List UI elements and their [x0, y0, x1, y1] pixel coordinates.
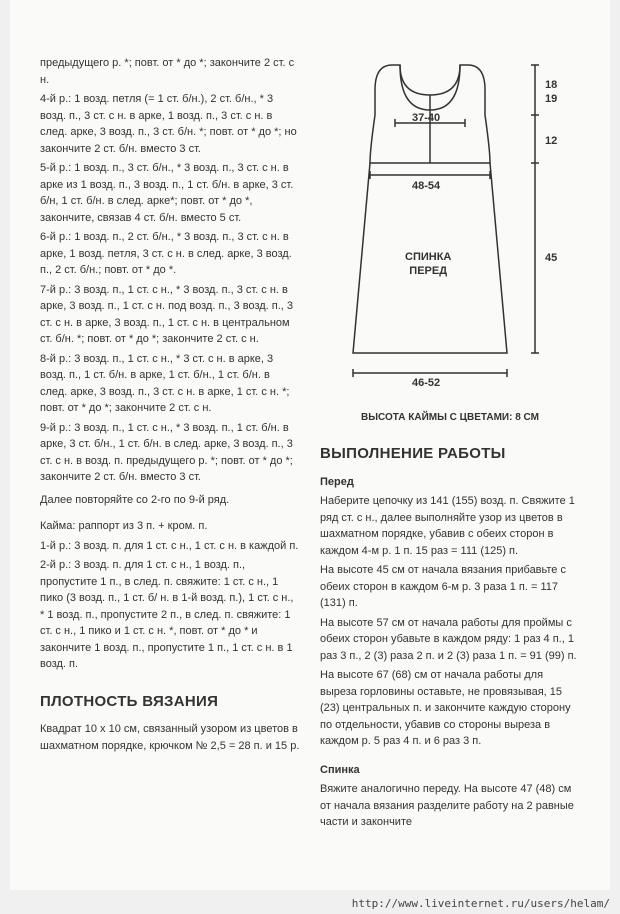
density-heading: ПЛОТНОСТЬ ВЯЗАНИЯ [40, 691, 300, 714]
para: предыдущего р. *; повт. от * до *; закон… [40, 55, 300, 88]
diagram-caption: ВЫСОТА КАЙМЫ С ЦВЕТАМИ: 8 СМ [320, 410, 580, 425]
para: Наберите цепочку из 141 (155) возд. п. С… [320, 493, 580, 559]
para: 1-й р.: 3 возд. п. для 1 ст. с н., 1 ст.… [40, 538, 300, 555]
para: Кайма: раппорт из 3 п. + кром. п. [40, 518, 300, 535]
para: На высоте 67 (68) см от начала работы дл… [320, 667, 580, 750]
para: 7-й р.: 3 возд. п., 1 ст. с н., * 3 возд… [40, 282, 300, 348]
dim-bottom: 46-52 [412, 375, 440, 392]
para: 5-й р.: 1 возд. п., 3 ст. б/н., * 3 возд… [40, 160, 300, 226]
para: Далее повторяйте со 2-го по 9-й ряд. [40, 492, 300, 509]
footer-url: http://www.liveinternet.ru/users/helam/ [352, 897, 610, 910]
garment-diagram: 37-40 48-54 СПИНКА ПЕРЕД 46-52 18 19 12 … [320, 55, 580, 400]
para: 9-й р.: 3 возд. п., 1 ст. с н., * 3 возд… [40, 420, 300, 486]
density-text: Квадрат 10 х 10 см, связанный узором из … [40, 721, 300, 754]
dim-h1b: 19 [545, 91, 557, 108]
diagram-svg [320, 55, 580, 400]
left-column: предыдущего р. *; повт. от * до *; закон… [40, 55, 300, 870]
dim-center: СПИНКА ПЕРЕД [405, 250, 451, 279]
dim-h2: 12 [545, 133, 557, 150]
right-column: 37-40 48-54 СПИНКА ПЕРЕД 46-52 18 19 12 … [320, 55, 580, 870]
para: На высоте 57 см от начала работы для про… [320, 615, 580, 665]
para: 6-й р.: 1 возд. п., 2 ст. б/н., * 3 возд… [40, 229, 300, 279]
para: Вяжите аналогично переду. На высоте 47 (… [320, 781, 580, 831]
para: 4-й р.: 1 возд. петля (= 1 ст. б/н.), 2 … [40, 91, 300, 157]
back-subheading: Спинка [320, 762, 580, 779]
dim-top: 37-40 [412, 110, 440, 127]
front-subheading: Перед [320, 474, 580, 491]
para: 8-й р.: 3 возд. п., 1 ст. с н., * 3 ст. … [40, 351, 300, 417]
para: На высоте 45 см от начала вязания прибав… [320, 562, 580, 612]
dim-h3: 45 [545, 250, 557, 267]
para: 2-й р.: 3 возд. п. для 1 ст. с н., 1 воз… [40, 557, 300, 673]
work-heading: ВЫПОЛНЕНИЕ РАБОТЫ [320, 443, 580, 466]
page: предыдущего р. *; повт. от * до *; закон… [10, 0, 610, 890]
dim-mid: 48-54 [412, 178, 440, 195]
